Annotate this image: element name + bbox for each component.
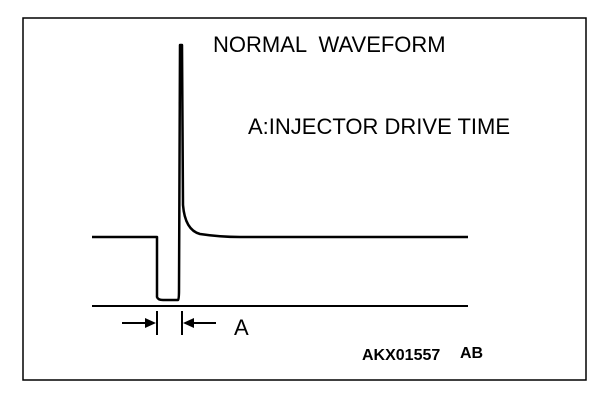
figure-suffix: AB: [460, 345, 483, 362]
annotation: A:INJECTOR DRIVE TIME: [248, 114, 510, 139]
waveform: [92, 43, 468, 302]
title: NORMAL WAVEFORM: [213, 32, 446, 57]
figure-code: AKX01557: [362, 347, 440, 364]
arrow-head: [145, 318, 156, 328]
arrow-head: [183, 318, 194, 328]
marker-label: A: [234, 315, 249, 340]
frame: [22, 17, 587, 381]
